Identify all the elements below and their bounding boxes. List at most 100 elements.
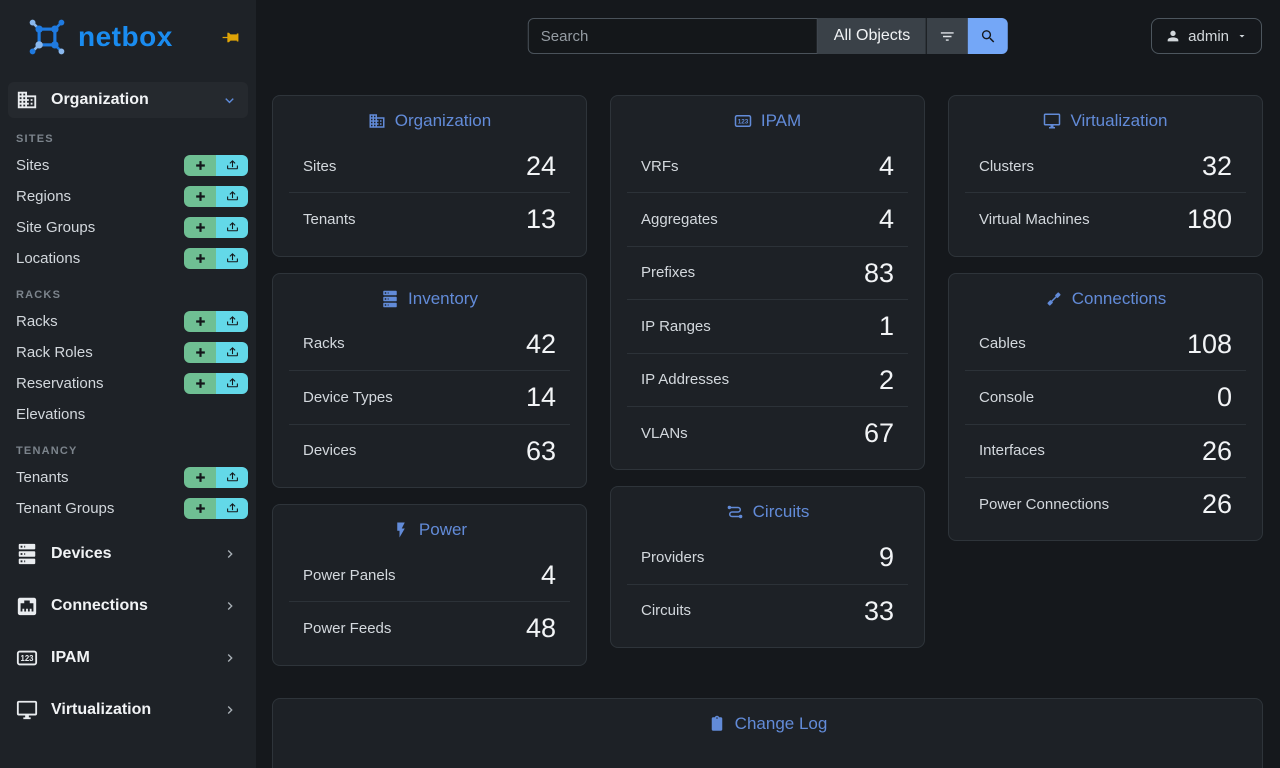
stat-link-clusters[interactable]: Clusters (979, 157, 1035, 175)
sidebar-menu-connections[interactable]: Connections (8, 584, 248, 628)
sidebar-menu-devices[interactable]: Devices (8, 532, 248, 576)
pin-sidebar-button[interactable] (221, 28, 240, 47)
sidebar-item-label[interactable]: Tenant Groups (16, 500, 115, 517)
sidebar-item-tenant-groups[interactable]: Tenant Groups (0, 493, 256, 524)
stat-value-providers[interactable]: 9 (878, 542, 894, 573)
sidebar-item-regions[interactable]: Regions (0, 181, 256, 212)
stat-link-power-panels[interactable]: Power Panels (303, 566, 396, 584)
sidebar-item-label[interactable]: Rack Roles (16, 344, 93, 361)
stat-value-ip-addresses[interactable]: 2 (878, 364, 894, 395)
stat-value-ip-ranges[interactable]: 1 (878, 311, 894, 342)
counter-icon: 123 (16, 650, 38, 666)
tenants-add-button[interactable] (184, 467, 216, 488)
filter-button[interactable] (926, 18, 969, 54)
sidebar-item-sites[interactable]: Sites (0, 150, 256, 181)
stat-value-interfaces[interactable]: 26 (1201, 435, 1232, 466)
stat-link-power-connections[interactable]: Power Connections (979, 495, 1110, 513)
stat-value-circuits[interactable]: 33 (863, 595, 894, 626)
stat-value-device-types[interactable]: 14 (525, 382, 556, 413)
stat-value-power-connections[interactable]: 26 (1201, 488, 1232, 519)
brand-name: netbox (78, 21, 173, 52)
sidebar-item-label[interactable]: Locations (16, 250, 81, 267)
sidebar-item-label[interactable]: Sites (16, 157, 50, 174)
stat-link-vlans[interactable]: VLANs (641, 424, 688, 442)
racks-import-button[interactable] (216, 311, 248, 332)
sidebar-menu-ipam[interactable]: 123 IPAM (8, 636, 248, 680)
stat-value-tenants[interactable]: 13 (525, 204, 556, 235)
sidebar-menu-label: Connections (51, 597, 148, 614)
stat-link-sites[interactable]: Sites (303, 157, 337, 175)
stat-value-clusters[interactable]: 32 (1201, 151, 1232, 181)
stat-link-ip-ranges[interactable]: IP Ranges (641, 317, 711, 335)
sites-add-button[interactable] (184, 155, 216, 176)
tenant-groups-actions (184, 498, 248, 519)
stat-link-ip-addresses[interactable]: IP Addresses (641, 371, 730, 389)
sites-import-button[interactable] (216, 155, 248, 176)
sidebar-item-label[interactable]: Site Groups (16, 219, 96, 236)
stat-link-device-types[interactable]: Device Types (303, 388, 393, 406)
stat-link-virtual-machines[interactable]: Virtual Machines (979, 211, 1090, 229)
sidebar-item-label[interactable]: Elevations (16, 406, 86, 423)
tenant-groups-add-button[interactable] (184, 498, 216, 519)
sidebar-item-rack-roles[interactable]: Rack Roles (0, 337, 256, 368)
stat-link-console[interactable]: Console (979, 388, 1035, 406)
stat-link-tenants[interactable]: Tenants (303, 211, 356, 229)
sidebar-item-elevations[interactable]: Elevations (0, 399, 256, 430)
stat-link-prefixes[interactable]: Prefixes (641, 264, 696, 282)
locations-import-button[interactable] (216, 248, 248, 269)
stat-row-vlans: VLANs 67 (627, 405, 908, 459)
stat-link-vrfs[interactable]: VRFs (641, 157, 679, 175)
stat-value-prefixes[interactable]: 83 (863, 257, 894, 288)
site-groups-import-button[interactable] (216, 217, 248, 238)
stat-value-console[interactable]: 0 (1216, 382, 1232, 413)
stat-link-power-feeds[interactable]: Power Feeds (303, 620, 392, 638)
sidebar-item-locations[interactable]: Locations (0, 243, 256, 274)
netbox-logo-link[interactable]: netbox (26, 16, 173, 58)
stat-value-vlans[interactable]: 67 (863, 417, 894, 448)
sidebar-item-label[interactable]: Regions (16, 188, 72, 205)
stat-link-cables[interactable]: Cables (979, 335, 1026, 353)
stat-link-devices[interactable]: Devices (303, 442, 357, 460)
sidebar-menu-virtualization[interactable]: Virtualization (8, 688, 248, 732)
stat-value-cables[interactable]: 108 (1186, 328, 1232, 359)
sidebar-item-site-groups[interactable]: Site Groups (0, 212, 256, 243)
reservations-add-button[interactable] (184, 373, 216, 394)
rack-roles-import-button[interactable] (216, 342, 248, 363)
sidebar-menu-organization[interactable]: Organization (8, 82, 248, 118)
sidebar-item-label[interactable]: Tenants (16, 469, 69, 486)
cable-icon (1047, 292, 1061, 306)
sidebar-item-label[interactable]: Racks (16, 313, 58, 330)
reservations-import-button[interactable] (216, 373, 248, 394)
stat-value-power-panels[interactable]: 4 (540, 559, 556, 590)
search-input[interactable] (527, 18, 818, 54)
search-scope-dropdown[interactable]: All Objects (817, 18, 927, 54)
stat-value-virtual-machines[interactable]: 180 (1186, 204, 1232, 235)
user-menu-button[interactable]: admin (1151, 18, 1262, 54)
card-rows: Sites 24 Tenants 13 (273, 138, 586, 256)
stat-value-vrfs[interactable]: 4 (878, 151, 894, 181)
stat-link-circuits[interactable]: Circuits (641, 602, 692, 620)
rack-roles-actions (184, 342, 248, 363)
sidebar-item-label[interactable]: Reservations (16, 375, 104, 392)
site-groups-add-button[interactable] (184, 217, 216, 238)
search-button[interactable] (968, 18, 1009, 54)
tenant-groups-import-button[interactable] (216, 498, 248, 519)
sidebar-item-tenants[interactable]: Tenants (0, 462, 256, 493)
sidebar-item-reservations[interactable]: Reservations (0, 368, 256, 399)
sidebar-item-racks[interactable]: Racks (0, 306, 256, 337)
regions-add-button[interactable] (184, 186, 216, 207)
locations-add-button[interactable] (184, 248, 216, 269)
stat-value-aggregates[interactable]: 4 (878, 204, 894, 235)
stat-value-racks[interactable]: 42 (525, 328, 556, 359)
stat-link-racks[interactable]: Racks (303, 335, 345, 353)
stat-link-aggregates[interactable]: Aggregates (641, 211, 718, 229)
stat-value-sites[interactable]: 24 (525, 151, 556, 181)
stat-value-power-feeds[interactable]: 48 (525, 613, 556, 644)
stat-link-providers[interactable]: Providers (641, 549, 705, 567)
tenants-import-button[interactable] (216, 467, 248, 488)
racks-add-button[interactable] (184, 311, 216, 332)
rack-roles-add-button[interactable] (184, 342, 216, 363)
regions-import-button[interactable] (216, 186, 248, 207)
stat-link-interfaces[interactable]: Interfaces (979, 442, 1045, 460)
stat-value-devices[interactable]: 63 (525, 435, 556, 466)
